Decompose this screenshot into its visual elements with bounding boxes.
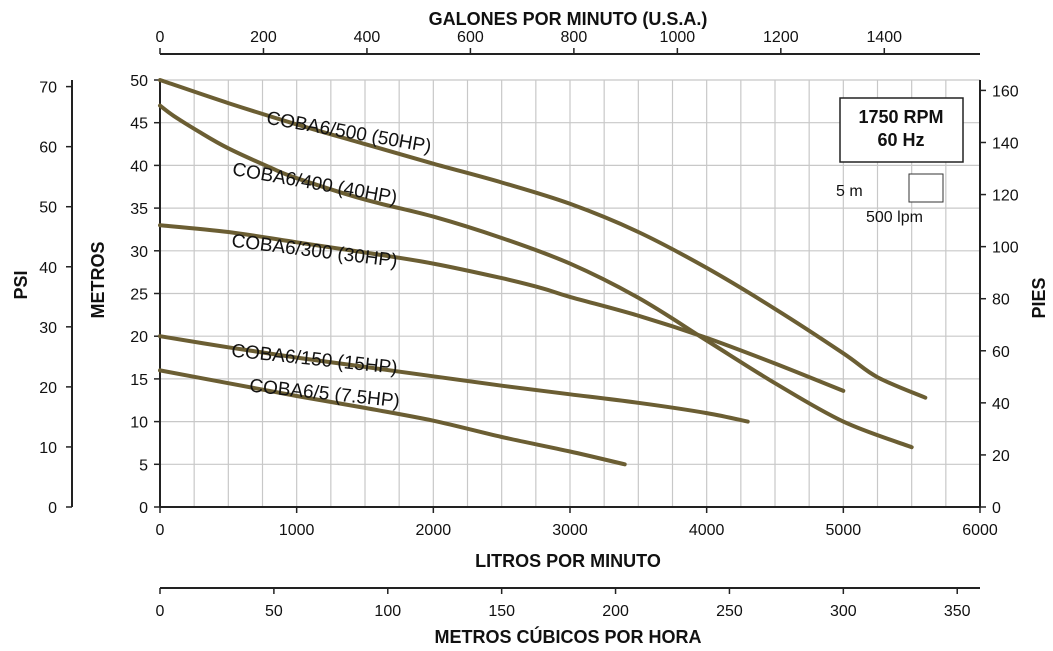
psi-tick-label: 0: [48, 500, 57, 517]
pies-tick-label: 60: [992, 344, 1010, 361]
rpm-badge-line1: 1750 RPM: [858, 107, 943, 127]
pies-tick-label: 160: [992, 83, 1019, 100]
m3h-tick-label: 200: [602, 603, 629, 620]
rpm-badge-box: [839, 97, 964, 163]
metros-tick-label: 30: [130, 244, 148, 261]
axes: [66, 48, 986, 594]
top-tick-label: 600: [457, 29, 484, 46]
metros-tick-label: 35: [130, 201, 148, 218]
pies-tick-label: 0: [992, 500, 1001, 517]
metros-tick-label: 10: [130, 415, 148, 432]
m3h-axis-title: METROS CÚBICOS POR HORA: [434, 626, 701, 647]
series-group: COBA6/500 (50HP)COBA6/400 (40HP) COBA6/30…: [158, 78, 928, 467]
top-tick-label: 400: [354, 29, 381, 46]
pies-tick-label: 80: [992, 292, 1010, 309]
bottom-axis-title: LITROS POR MINUTO: [475, 551, 661, 571]
bottom-tick-label: 5000: [826, 522, 862, 539]
rpm-badge: 1750 RPM 60 Hz: [839, 97, 964, 163]
axis-titles: GALONES POR MINUTO (U.S.A.) LITROS POR M…: [11, 9, 1049, 647]
psi-tick-label: 30: [39, 320, 57, 337]
series-label: COBA6/400 (40HP): [231, 159, 399, 209]
series-label: COBA6/300 (30HP): [230, 231, 398, 272]
metros-axis-title: METROS: [88, 241, 108, 318]
scale-legend-head: 5 m: [836, 183, 863, 200]
pies-tick-label: 100: [992, 240, 1019, 257]
psi-tick-label: 20: [39, 380, 57, 397]
psi-tick-label: 60: [39, 140, 57, 157]
bottom-tick-label: 2000: [416, 522, 452, 539]
psi-tick-label: 50: [39, 200, 57, 217]
top-axis-title: GALONES POR MINUTO (U.S.A.): [429, 9, 708, 29]
bottom-tick-label: 1000: [279, 522, 315, 539]
metros-tick-label: 5: [139, 457, 148, 474]
top-tick-label: 1000: [660, 29, 696, 46]
series-line: [158, 78, 928, 400]
top-tick-label: 200: [250, 29, 277, 46]
metros-tick-label: 0: [139, 500, 148, 517]
m3h-tick-label: 250: [716, 603, 743, 620]
series-line: [158, 334, 750, 424]
psi-axis-title: PSI: [11, 270, 31, 299]
top-tick-label: 1200: [763, 29, 799, 46]
series-line: [158, 368, 627, 467]
bottom-tick-label: 4000: [689, 522, 725, 539]
m3h-tick-label: 50: [265, 603, 283, 620]
m3h-tick-label: 150: [488, 603, 515, 620]
metros-tick-label: 25: [130, 287, 148, 304]
bottom-tick-label: 6000: [962, 522, 998, 539]
metros-tick-label: 45: [130, 116, 148, 133]
series-line: [158, 103, 914, 450]
psi-tick-label: 10: [39, 440, 57, 457]
scale-legend: 5 m 500 lpm: [836, 173, 944, 226]
psi-tick-label: 70: [39, 80, 57, 97]
metros-tick-label: 15: [130, 372, 148, 389]
top-tick-label: 800: [561, 29, 588, 46]
pies-axis-title: PIES: [1029, 277, 1049, 318]
metros-tick-label: 20: [130, 329, 148, 346]
m3h-tick-label: 350: [944, 603, 971, 620]
pies-tick-label: 120: [992, 188, 1019, 205]
rpm-badge-line2: 60 Hz: [877, 130, 924, 150]
series-line: [158, 223, 846, 393]
psi-tick-label: 40: [39, 260, 57, 277]
pies-tick-label: 40: [992, 396, 1010, 413]
series-label: COBA6/5 (7.5HP): [248, 376, 400, 413]
series-label: COBA6/500 (50HP): [265, 108, 433, 158]
pies-tick-label: 20: [992, 448, 1010, 465]
m3h-tick-label: 0: [156, 603, 165, 620]
m3h-tick-label: 300: [830, 603, 857, 620]
top-tick-label: 0: [156, 29, 165, 46]
series-label: COBA6/150 (15HP): [230, 341, 398, 379]
metros-tick-label: 50: [130, 73, 148, 90]
top-tick-label: 1400: [866, 29, 902, 46]
bottom-tick-label: 3000: [552, 522, 588, 539]
pies-tick-label: 140: [992, 135, 1019, 152]
bottom-tick-label: 0: [156, 522, 165, 539]
scale-legend-flow: 500 lpm: [866, 209, 923, 226]
scale-legend-square: [908, 173, 944, 203]
metros-tick-label: 40: [130, 158, 148, 175]
m3h-tick-label: 100: [374, 603, 401, 620]
